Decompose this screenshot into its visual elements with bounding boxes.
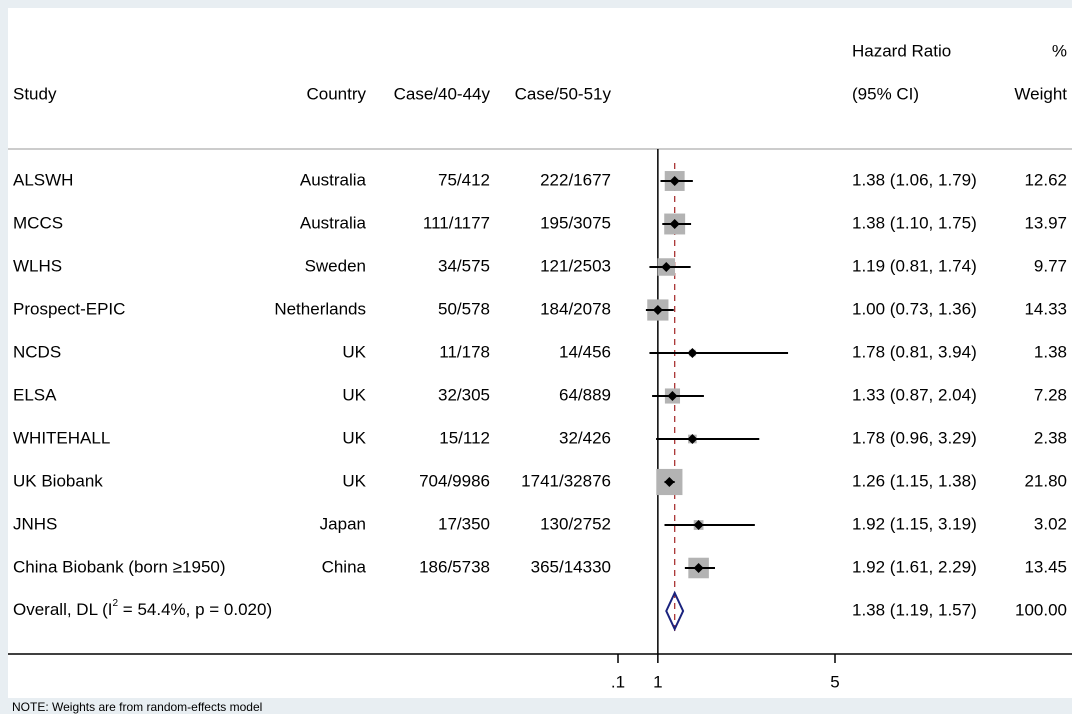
study-name: ALSWH [13, 170, 73, 189]
point-estimate [693, 563, 704, 573]
hr-ci: 1.92 (1.61, 2.29) [852, 557, 977, 576]
point-estimate [652, 305, 663, 315]
cases-40: 11/178 [439, 342, 490, 361]
cases-50: 14/456 [559, 342, 611, 361]
overall-label: Overall, DL (I2 = 54.4%, p = 0.020) [13, 598, 272, 620]
plot-panel [8, 8, 1072, 698]
hr-ci: 1.19 (0.81, 1.74) [852, 256, 977, 275]
cases-40: 704/9986 [419, 471, 490, 490]
point-estimate [687, 434, 698, 444]
hr-ci: 1.26 (1.15, 1.38) [852, 471, 977, 490]
header-weight-pct: % [1052, 41, 1067, 60]
study-name: JNHS [13, 514, 57, 533]
weight: 13.97 [1024, 213, 1067, 232]
hr-ci: 1.38 (1.10, 1.75) [852, 213, 977, 232]
point-estimate [687, 348, 698, 358]
cases-40: 15/112 [439, 428, 490, 447]
cases-40: 34/575 [438, 256, 490, 275]
country: UK [342, 385, 366, 404]
x-tick-label: 5 [830, 672, 839, 691]
x-tick-label: .1 [611, 672, 625, 691]
header-weight: Weight [1014, 84, 1067, 103]
country: Australia [300, 170, 367, 189]
weight: 3.02 [1034, 514, 1067, 533]
weight: 7.28 [1034, 385, 1067, 404]
overall-hr-ci: 1.38 (1.19, 1.57) [852, 600, 977, 619]
country: Sweden [305, 256, 366, 275]
cases-50: 121/2503 [540, 256, 611, 275]
study-name: ELSA [13, 385, 57, 404]
header-hr: Hazard Ratio [852, 41, 951, 60]
weight: 9.77 [1034, 256, 1067, 275]
overall-label-text: = 54.4%, p = 0.020) [118, 600, 272, 619]
header-case40: Case/40-44y [394, 84, 491, 103]
cases-40: 186/5738 [419, 557, 490, 576]
point-estimate [669, 176, 680, 186]
hr-ci: 1.33 (0.87, 2.04) [852, 385, 977, 404]
weight: 1.38 [1034, 342, 1067, 361]
header-study: Study [13, 84, 57, 103]
point-estimate [661, 262, 672, 272]
cases-40: 17/350 [438, 514, 490, 533]
cases-50: 1741/32876 [521, 471, 611, 490]
cases-50: 32/426 [559, 428, 611, 447]
overall-label-sup: 2 [113, 598, 119, 609]
header-ci: (95% CI) [852, 84, 919, 103]
footnote: NOTE: Weights are from random-effects mo… [12, 700, 262, 714]
weight: 21.80 [1024, 471, 1067, 490]
overall-diamond [665, 590, 685, 632]
cases-50: 365/14330 [531, 557, 611, 576]
point-estimate [669, 219, 680, 229]
study-name: WLHS [13, 256, 62, 275]
x-tick-label: 1 [653, 672, 662, 691]
point-estimate [664, 477, 675, 487]
hr-ci: 1.78 (0.81, 3.94) [852, 342, 977, 361]
cases-50: 64/889 [559, 385, 611, 404]
hr-ci: 1.78 (0.96, 3.29) [852, 428, 977, 447]
study-name: WHITEHALL [13, 428, 110, 447]
cases-50: 130/2752 [540, 514, 611, 533]
point-estimate [667, 391, 678, 401]
country: UK [342, 471, 366, 490]
cases-50: 195/3075 [540, 213, 611, 232]
country: Australia [300, 213, 367, 232]
overall-weight: 100.00 [1015, 600, 1067, 619]
country: China [322, 557, 367, 576]
cases-40: 50/578 [438, 299, 490, 318]
cases-40: 111/1177 [423, 213, 490, 232]
weight: 2.38 [1034, 428, 1067, 447]
hr-ci: 1.00 (0.73, 1.36) [852, 299, 977, 318]
hr-ci: 1.92 (1.15, 3.19) [852, 514, 977, 533]
overall-label-text: Overall, DL (I [13, 600, 113, 619]
hr-ci: 1.38 (1.06, 1.79) [852, 170, 977, 189]
cases-40: 75/412 [438, 170, 490, 189]
cases-40: 32/305 [438, 385, 490, 404]
study-name: Prospect-EPIC [13, 299, 125, 318]
country: UK [342, 342, 366, 361]
header-country: Country [306, 84, 366, 103]
country: Japan [320, 514, 366, 533]
weight: 13.45 [1024, 557, 1067, 576]
point-estimate [693, 520, 704, 530]
study-name: UK Biobank [13, 471, 103, 490]
cases-50: 222/1677 [540, 170, 611, 189]
country: UK [342, 428, 366, 447]
study-name: China Biobank (born ≥1950) [13, 557, 226, 576]
weight: 12.62 [1024, 170, 1067, 189]
country: Netherlands [274, 299, 366, 318]
header-case50: Case/50-51y [515, 84, 612, 103]
weight: 14.33 [1024, 299, 1067, 318]
study-name: NCDS [13, 342, 61, 361]
study-name: MCCS [13, 213, 63, 232]
cases-50: 184/2078 [540, 299, 611, 318]
